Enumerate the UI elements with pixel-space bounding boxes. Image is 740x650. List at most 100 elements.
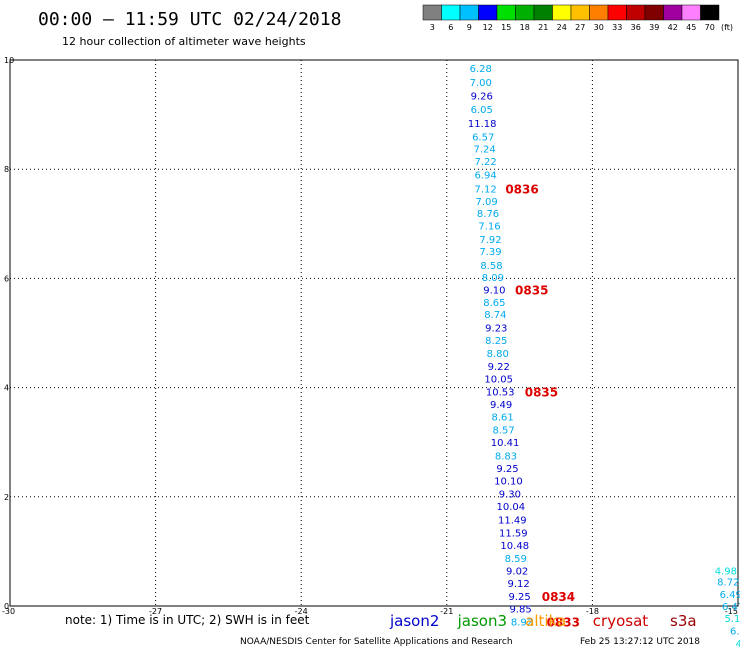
- data-point-label: 4.: [736, 639, 740, 650]
- colorbar-swatch: [570, 4, 590, 21]
- data-point-label: 8.83: [495, 451, 517, 462]
- chart-subtitle: 12 hour collection of altimeter wave hei…: [62, 35, 306, 48]
- data-point-label: 9.25: [496, 464, 518, 475]
- grid: [10, 60, 738, 606]
- data-point-label: 8.57: [492, 426, 514, 437]
- data-point-label: 6.47: [722, 602, 740, 613]
- colorbar-label: 21: [538, 23, 548, 32]
- data-point-label: 6.28: [470, 64, 492, 75]
- data-point-label: 9.02: [506, 567, 528, 578]
- colorbar-label: 6: [448, 23, 453, 32]
- data-point-label: 9.25: [508, 592, 530, 603]
- time-label: 0833: [547, 615, 580, 629]
- x-tick-label: -24: [295, 607, 308, 616]
- legend-cryosat: cryosat: [593, 612, 648, 630]
- data-point-label: 8.92: [511, 617, 533, 628]
- data-point-label: 7.24: [474, 144, 496, 155]
- colorbar-label: 24: [557, 23, 567, 32]
- data-points: 6.28 7.00 9.26 6.05 11.18 6.577.24 7.22 6.94 7.1…: [468, 64, 740, 650]
- colorbar-label: 3: [430, 23, 435, 32]
- x-tick-label: -27: [149, 607, 162, 616]
- data-point-label: 8.80: [487, 349, 509, 360]
- data-point-label: 11.59: [499, 528, 528, 539]
- data-point-label: 8.61: [491, 413, 513, 424]
- data-point-label: 5.16: [724, 614, 740, 625]
- legend-s3a: s3a: [670, 612, 697, 630]
- data-point-label: 8.76: [477, 209, 499, 220]
- data-point-label: 9.49: [490, 400, 512, 411]
- colorbar-swatch: [533, 4, 553, 21]
- x-tick-label: -30: [2, 607, 15, 616]
- colorbar-label: 42: [668, 23, 678, 32]
- colorbar-swatch: [681, 4, 701, 21]
- colorbar-swatch: [644, 4, 664, 21]
- colorbar-swatch: [422, 4, 442, 21]
- data-point-label: 6.57: [472, 132, 494, 143]
- data-point-label: 11.49: [498, 516, 527, 527]
- x-tick-label: -21: [440, 607, 453, 616]
- data-point-label: 8.59: [505, 554, 527, 565]
- colorbar-label: 30: [594, 23, 604, 32]
- data-point-label: 6.2: [730, 627, 740, 638]
- legend-jason2: jason2: [389, 612, 439, 630]
- x-axis: -30 -27 -24 -21 -18 -15: [2, 607, 738, 616]
- y-tick-label: 10: [4, 56, 14, 65]
- data-point-label: 6.05: [471, 105, 493, 116]
- data-point-label: 8.58: [480, 261, 502, 272]
- data-point-label: 8.65: [483, 298, 505, 309]
- time-label: 0835: [515, 283, 548, 297]
- y-tick-label: 0: [4, 602, 9, 611]
- colorbar-swatch: [552, 4, 572, 21]
- colorbar-swatch: [607, 4, 627, 21]
- colorbar-swatch: [663, 4, 683, 21]
- chart-title: 00:00 — 11:59 UTC 02/24/2018: [38, 9, 341, 30]
- data-point-label: 10.04: [497, 502, 526, 513]
- data-point-label: 9.30: [499, 490, 521, 501]
- colorbar-swatch: [515, 4, 535, 21]
- data-point-label: 9.23: [485, 324, 507, 335]
- data-point-label: 9.26: [471, 91, 493, 102]
- colorbar-label: 12: [483, 23, 493, 32]
- colorbar-swatch: [496, 4, 516, 21]
- colorbar-label: 33: [612, 23, 622, 32]
- data-point-label: 8.25: [485, 336, 507, 347]
- x-tick-label: -15: [725, 607, 738, 616]
- x-tick-label: -18: [586, 607, 599, 616]
- time-label: 0834: [542, 590, 575, 604]
- data-point-label: 7.12: [474, 184, 496, 195]
- colorbar-swatch: [459, 4, 479, 21]
- y-axis: 0 2 4 6 8 10: [4, 56, 14, 611]
- footer-timestamp: Feb 25 13:27:12 UTC 2018: [580, 637, 700, 647]
- time-labels: 0836 0835 0835 0834 0833: [505, 182, 580, 629]
- data-point-label: 6.94: [474, 171, 496, 182]
- colorbar-swatch: [441, 4, 461, 21]
- colorbar-label: 9: [467, 23, 472, 32]
- colorbar-label: 15: [501, 23, 511, 32]
- data-point-label: 10.53: [486, 387, 515, 398]
- y-tick-label: 8: [4, 165, 9, 174]
- colorbar-label: 27: [575, 23, 585, 32]
- data-point-label: 9.12: [507, 579, 529, 590]
- colorbar-label: 39: [649, 23, 659, 32]
- data-point-label: 11.18: [468, 119, 497, 130]
- colorbar-swatch: [478, 4, 498, 21]
- legend-jason3: jason3: [457, 612, 507, 630]
- legend-altika: altika: [525, 612, 566, 630]
- y-tick-label: 4: [4, 384, 9, 393]
- colorbar-swatch: [626, 4, 646, 21]
- colorbar-unit: (ft): [721, 23, 733, 32]
- data-point-label: 10.48: [500, 541, 529, 552]
- data-point-label: 4.98: [715, 567, 737, 578]
- colorbar-swatch: [589, 4, 609, 21]
- data-point-label: 10.10: [494, 476, 523, 487]
- colorbar-label: 45: [686, 23, 696, 32]
- data-point-label: 7.22: [474, 157, 496, 168]
- data-point-label: 6.49: [720, 590, 740, 601]
- data-point-label: 7.39: [479, 247, 501, 258]
- data-point-label: 7.00: [470, 78, 492, 89]
- time-label: 0835: [525, 385, 558, 399]
- colorbar: 3 6 9 12 15 18 21 24 27 30 33 36 39 42 45 70 (ft): [422, 4, 733, 32]
- satellite-legend: jason2 jason3 altika cryosat s3a: [389, 612, 697, 630]
- data-point-label: 7.09: [475, 197, 497, 208]
